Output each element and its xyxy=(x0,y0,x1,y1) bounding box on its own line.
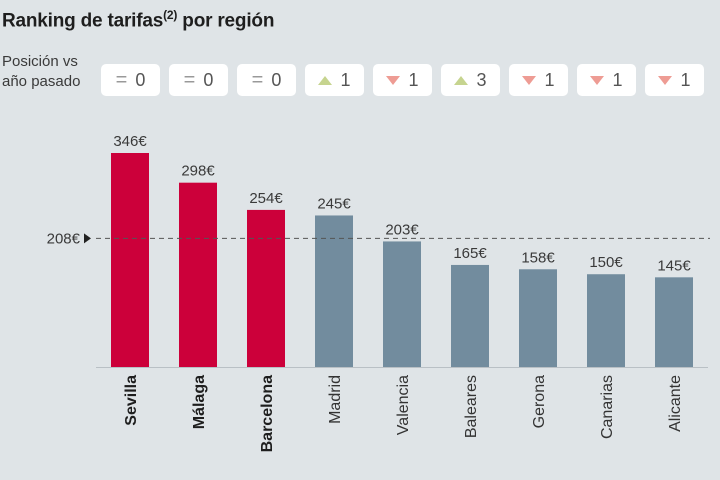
x-tick-label: Baleares xyxy=(463,375,480,438)
value-label: 245€ xyxy=(317,195,351,212)
position-change-value: 1 xyxy=(680,69,691,90)
position-change-badge: 1 xyxy=(305,64,364,96)
position-change-value: 3 xyxy=(476,69,487,90)
value-label: 254€ xyxy=(249,190,283,207)
value-label: 203€ xyxy=(385,221,419,238)
position-change-badge: 3 xyxy=(441,64,500,96)
equal-icon: = xyxy=(115,69,128,91)
arrow-up-icon xyxy=(318,75,333,85)
bar xyxy=(247,209,285,367)
arrow-down-icon xyxy=(590,75,605,85)
position-label: Posición vs año pasado xyxy=(2,53,81,90)
value-label: 150€ xyxy=(589,254,623,271)
arrow-down-icon xyxy=(658,75,673,85)
bar xyxy=(383,241,421,367)
position-change-badge: 1 xyxy=(645,64,704,96)
position-change-badge: = 0 xyxy=(237,64,296,96)
x-tick-label: Málaga xyxy=(191,375,208,429)
value-label: 298€ xyxy=(181,163,215,180)
reference-arrow-icon xyxy=(84,233,91,244)
position-change-value: 1 xyxy=(544,69,555,90)
value-label: 346€ xyxy=(113,133,147,150)
arrow-down-icon xyxy=(522,75,537,85)
position-change-value: 1 xyxy=(340,69,351,90)
title-suffix: por región xyxy=(177,10,275,32)
value-label: 145€ xyxy=(657,257,691,274)
position-change-badge: 1 xyxy=(373,64,432,96)
bar xyxy=(451,264,489,367)
title-text: Ranking de tarifas xyxy=(2,10,164,32)
chart-title: Ranking de tarifas(2) por región xyxy=(2,8,274,32)
bar xyxy=(111,153,149,367)
x-tick-label: Barcelona xyxy=(259,375,276,452)
position-change-value: 1 xyxy=(408,69,419,90)
reference-line-label: 208€ xyxy=(47,230,81,247)
value-label: 158€ xyxy=(521,249,555,266)
arrow-up-icon xyxy=(454,75,469,85)
x-tick-label: Valencia xyxy=(395,375,412,435)
position-change-value: 0 xyxy=(135,69,146,90)
bar xyxy=(587,274,625,367)
title-superscript: (2) xyxy=(163,8,178,22)
position-change-value: 0 xyxy=(271,69,282,90)
x-tick-label: Alicante xyxy=(667,375,684,432)
arrow-down-icon xyxy=(386,75,401,85)
x-tick-label: Madrid xyxy=(327,375,344,424)
bar xyxy=(179,182,217,367)
position-change-value: 0 xyxy=(203,69,214,90)
x-tick-label: Gerona xyxy=(531,375,548,428)
bar xyxy=(655,277,693,367)
position-change-badge: = 0 xyxy=(101,64,160,96)
equal-icon: = xyxy=(183,69,196,91)
bar xyxy=(519,269,557,367)
bar xyxy=(315,215,353,367)
position-change-badge: 1 xyxy=(509,64,568,96)
x-tick-label: Canarias xyxy=(599,375,616,439)
equal-icon: = xyxy=(251,69,264,91)
position-change-badge: 1 xyxy=(577,64,636,96)
x-tick-label: Sevilla xyxy=(123,375,140,426)
position-change-value: 1 xyxy=(612,69,623,90)
value-label: 165€ xyxy=(453,245,487,262)
position-change-badge: = 0 xyxy=(169,64,228,96)
